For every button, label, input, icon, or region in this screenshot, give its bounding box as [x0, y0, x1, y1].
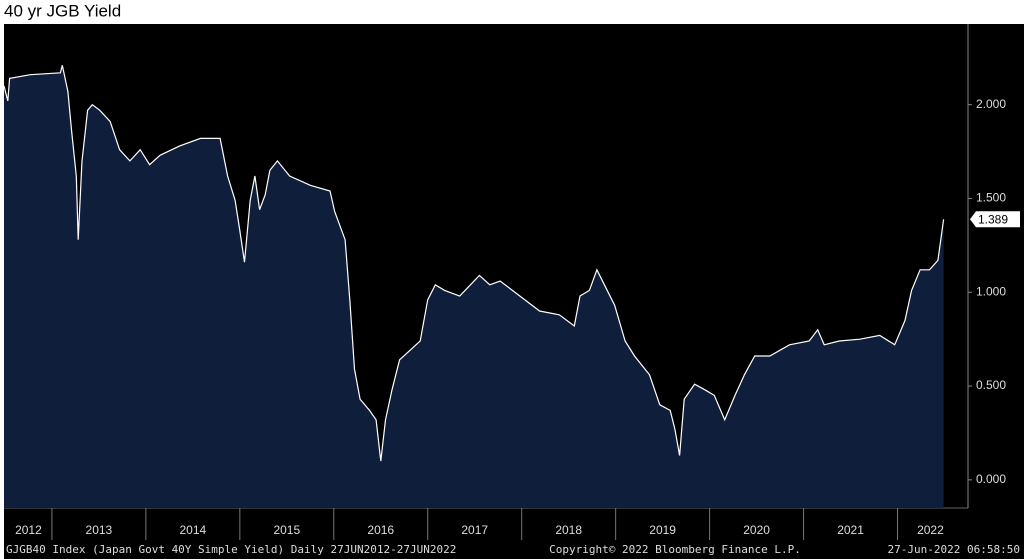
line	[3, 65, 945, 462]
y-tick-label: 2.000	[976, 97, 1006, 111]
x-tick-label: 2015	[273, 523, 300, 537]
x-tick-label: 2014	[180, 523, 207, 537]
timestamp: 27-Jun-2022 06:58:50	[888, 543, 1020, 556]
x-tick-label: 2019	[649, 523, 676, 537]
chart-title: 40 yr JGB Yield	[4, 1, 121, 20]
area	[4, 65, 944, 509]
x-tick-label: 2021	[837, 523, 864, 537]
x-tick-label: 2012	[15, 523, 42, 537]
copyright: Copyright© 2022 Bloomberg Finance L.P.	[549, 543, 801, 556]
y-tick-label: 1.500	[976, 191, 1006, 205]
y-tick-label: 1.000	[976, 284, 1006, 298]
x-tick-label: 2013	[86, 523, 113, 537]
last-value-box	[970, 211, 1020, 228]
x-tick-label: 2018	[555, 523, 582, 537]
last-value-label: 1.389	[978, 212, 1008, 226]
y-tick-label: 0.000	[976, 472, 1006, 486]
x-tick-label: 2017	[461, 523, 488, 537]
x-tick-label: 2022	[917, 523, 944, 537]
y-tick-label: 0.500	[976, 378, 1006, 392]
source: GJGB40 Index (Japan Govt 40Y Simple Yiel…	[6, 543, 456, 556]
x-tick-label: 2020	[743, 523, 770, 537]
x-tick-label: 2016	[367, 523, 394, 537]
